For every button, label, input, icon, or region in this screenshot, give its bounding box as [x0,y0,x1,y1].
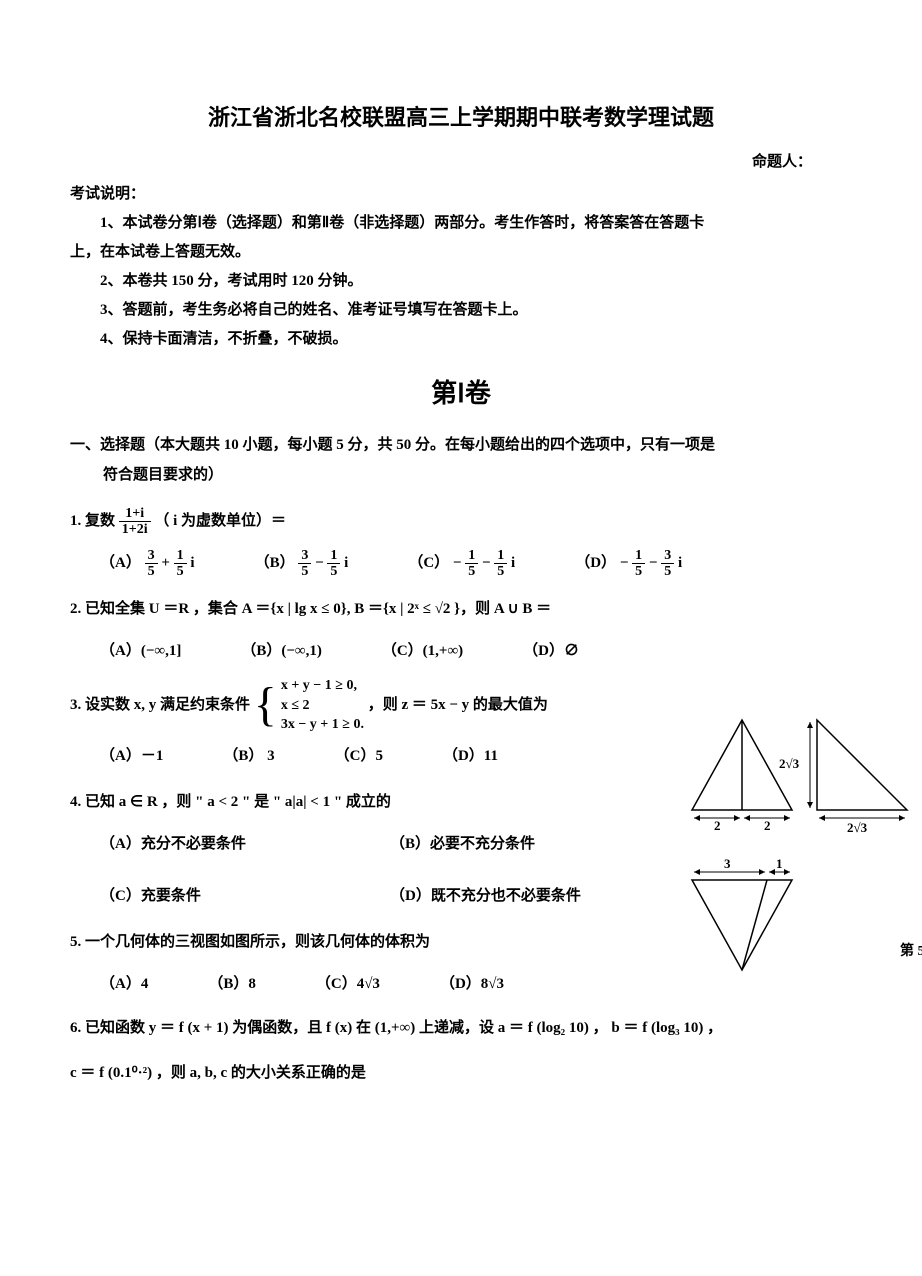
q2-opt-d: （D）∅ [523,630,579,672]
figure-5-label: 第 5 题 [900,940,922,960]
question-1: 1. 复数 1+i 1+2i （ i 为虚数单位）＝ （A） 35 + 15 i… [70,500,852,584]
q6-stem-1: 6. 已知函数 y ＝ f (x + 1) 为偶函数，且 f (x) 在 (1,… [70,1020,722,1036]
instr-4: 4、保持卡面清洁，不折叠，不破损。 [70,326,852,353]
q3-sys1: x + y − 1 ≥ 0, [281,676,364,696]
three-views-svg: 2 2 2√3 2√3 3 [682,710,922,990]
section-desc-b: 符合题目要求的） [70,460,852,490]
q4-opt-a: （A）充分不必要条件 [100,823,350,865]
q5-opt-d: （D）8√3 [440,963,504,1005]
q4-opt-b: （B）必要不充分条件 [390,823,690,865]
instr-1b: 上，在本试卷上答题无效。 [70,239,852,266]
instr-heading: 考试说明： [70,181,852,208]
top-view: 3 1 [692,856,792,970]
side-view: 2√3 2√3 [779,720,907,835]
section-1-desc: 一、选择题（本大题共 10 小题，每小题 5 分，共 50 分。在每小题给出的四… [70,430,852,490]
q1-d-label: （D） [575,555,616,571]
q3-opt-d: （D）11 [443,735,498,777]
q2-opt-b: （B）(−∞,1) [241,630,322,672]
q4-opt-d: （D）既不充分也不必要条件 [390,875,690,917]
q1-opt-d: （D） − 15 − 35 i [575,542,682,584]
q6-stem-2: c ＝ f (0.1⁰·²) ，则 a, b, c 的大小关系正确的是 [70,1054,852,1093]
instr-1a: 1、本试卷分第Ⅰ卷（选择题）和第Ⅱ卷（非选择题）两部分。考生作答时，将答案答在答… [70,210,852,237]
question-6: 6. 已知函数 y ＝ f (x + 1) 为偶函数，且 f (x) 在 (1,… [70,1009,852,1093]
q1-fraction: 1+i 1+2i [119,506,151,538]
front-view: 2 2 [692,720,792,833]
q5-opt-b: （B）8 [208,963,256,1005]
q3-system: { x + y − 1 ≥ 0, x ≤ 2 3x − y + 1 ≥ 0. [254,676,364,735]
q1-stem-pre: 1. 复数 [70,513,119,529]
q4-opt-c: （C）充要条件 [100,875,350,917]
q2-options: （A）(−∞,1] （B）(−∞,1) （C）(1,+∞) （D）∅ [70,630,852,672]
section-1-title: 第Ⅰ卷 [70,373,852,410]
q1-opt-b: （B） 35 − 15 i [255,542,349,584]
q5-opt-c: （C）4√3 [316,963,380,1005]
tri3-top-left: 3 [724,856,731,871]
q2-opt-a: （A）(−∞,1] [100,630,181,672]
section-desc-a: 一、选择题（本大题共 10 小题，每小题 5 分，共 50 分。在每小题给出的四… [70,437,715,453]
tri2-base: 2√3 [847,820,868,835]
q5-diagram: 2 2 2√3 2√3 3 [682,710,922,995]
q1-a-label: （A） [100,555,141,571]
q3-stem-pre: 3. 设实数 x, y 满足约束条件 [70,697,254,713]
question-2: 2. 已知全集 U ＝R ，集合 A ＝{x | lg x ≤ 0}, B ＝{… [70,588,852,672]
instr-3: 3、答题前，考生务必将自己的姓名、准考证号填写在答题卡上。 [70,297,852,324]
tri3-top-right: 1 [776,856,783,871]
exam-title: 浙江省浙北名校联盟高三上学期期中联考数学理试题 [70,100,852,132]
q1-b-label: （B） [255,555,295,571]
q2-stem: 2. 已知全集 U ＝R ，集合 A ＝{x | lg x ≤ 0}, B ＝{… [70,588,852,630]
instructions-block: 考试说明： 1、本试卷分第Ⅰ卷（选择题）和第Ⅱ卷（非选择题）两部分。考生作答时，… [70,181,852,353]
q3-opt-c: （C）5 [335,735,383,777]
q3-opt-a: （A）－1 [100,735,163,777]
q3-opt-b: （B） 3 [223,735,274,777]
q3-stem-post: ，则 z ＝ 5x − y 的最大值为 [368,697,548,713]
tri1-base-right: 2 [764,818,771,833]
q5-opt-a: （A）4 [100,963,148,1005]
q1-options: （A） 35 + 15 i （B） 35 − 15 i （C） − 15 − 1… [70,542,852,584]
tri1-base-left: 2 [714,818,721,833]
q1-c-label: （C） [408,555,449,571]
q1-frac-num: 1+i [119,506,151,522]
instr-2: 2、本卷共 150 分，考试用时 120 分钟。 [70,268,852,295]
q2-opt-c: （C）(1,+∞) [382,630,463,672]
q3-sys3: 3x − y + 1 ≥ 0. [281,715,364,735]
brace-icon: { [254,681,277,729]
q3-sys2: x ≤ 2 [281,696,364,716]
q1-stem: 1. 复数 1+i 1+2i （ i 为虚数单位）＝ [70,500,852,542]
q1-frac-den: 1+2i [119,522,151,537]
q1-opt-a: （A） 35 + 15 i [100,542,195,584]
q1-stem-post: （ i 为虚数单位）＝ [154,513,286,529]
q1-opt-c: （C） − 15 − 15 i [408,542,515,584]
tri2-height: 2√3 [779,756,800,771]
author-line: 命题人： [70,150,852,171]
